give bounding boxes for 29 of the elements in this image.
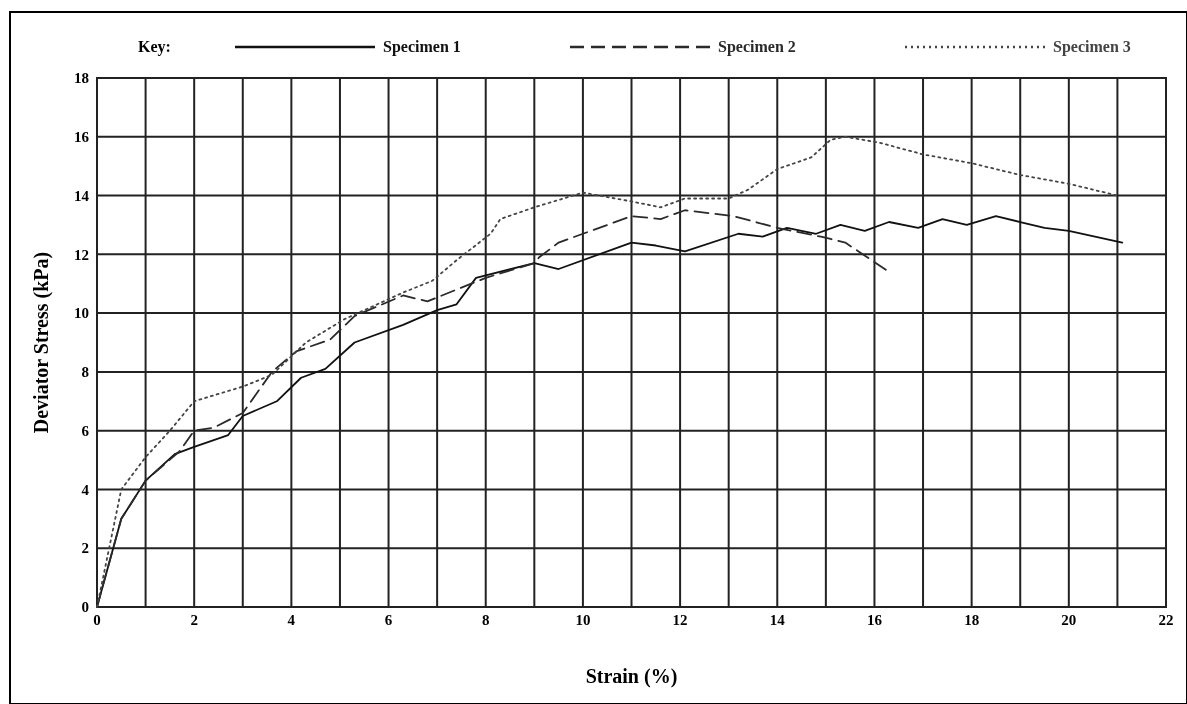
x-tick-label: 16 [866,612,883,628]
y-tick-label: 0 [81,599,89,616]
y-tick-label: 2 [81,540,89,557]
text: Specimen 3 [1053,38,1131,56]
x-tick-label: 18 [964,612,980,628]
x-tick-label: 4 [287,612,296,628]
x-tick-label: 14 [769,612,786,628]
y-tick-label: 18 [74,70,89,87]
legend-title: Key: [138,38,171,56]
y-tick-label: 16 [74,129,90,146]
x-axis-title: Strain (%) [585,665,678,688]
x-tick-label: 0 [93,612,101,628]
x-tick-label: 20 [1061,612,1077,628]
y-tick-label: 4 [81,481,90,498]
y-tick-label: 10 [74,305,89,322]
line-series [96,135,1119,608]
x-tick-label: 22 [1158,612,1174,628]
x-tick-label: 8 [481,612,490,628]
text: Specimen 1 [383,38,461,56]
text: Specimen 2 [718,38,796,56]
y-tick-label: 12 [74,246,89,263]
x-tick-label: 10 [575,612,591,628]
x-tick-label: 12 [672,612,688,628]
y-tick-label: 6 [81,422,90,439]
y-axis-title: Deviator Stress (kPa) [30,251,53,434]
x-tick-label: 2 [190,612,198,628]
y-tick-label: 14 [74,187,90,204]
y-tick-label: 8 [81,364,89,381]
x-tick-label: 6 [384,612,393,628]
